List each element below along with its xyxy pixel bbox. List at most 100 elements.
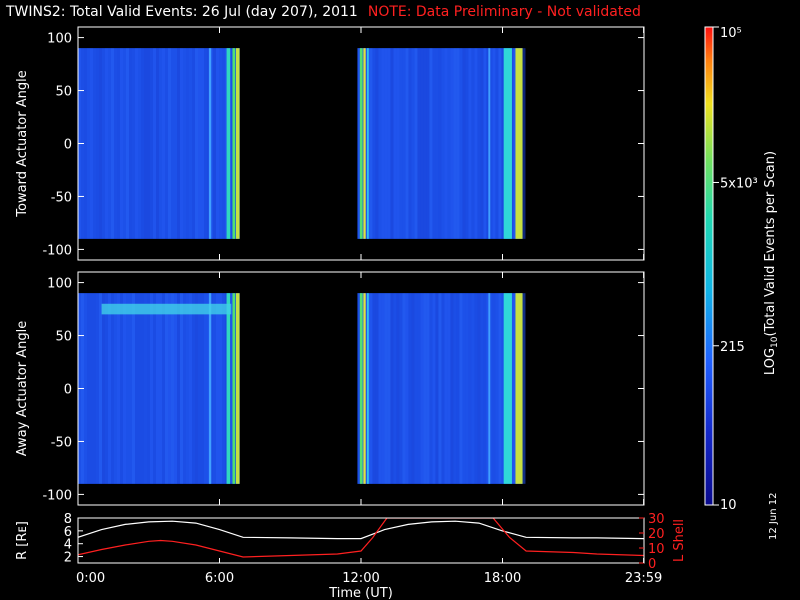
- heatmap-stripe: [84, 48, 87, 239]
- heatmap-band-1-1-5: [488, 293, 491, 484]
- heatmap-stripe: [405, 48, 409, 239]
- heatmap-stripe: [477, 48, 481, 239]
- heatmap-stripe: [483, 293, 487, 484]
- heatmap-band-0-1-4: [515, 48, 523, 239]
- heatmap-stripe: [87, 293, 90, 484]
- heatmap-stripe: [171, 293, 174, 484]
- heatmap-band-0-1-0: [359, 48, 363, 239]
- heatmap-stripe: [147, 293, 150, 484]
- y-tick-label-left: 2: [64, 551, 72, 566]
- heatmap-stripe: [198, 48, 201, 239]
- heatmap-stripe: [420, 48, 424, 239]
- y-tick-label: 50: [55, 330, 72, 345]
- heatmap-stripe: [438, 293, 442, 484]
- heatmap-stripe: [162, 293, 165, 484]
- heatmap-stripe: [174, 293, 177, 484]
- heatmap-stripe: [396, 293, 400, 484]
- heatmap-stripe: [141, 48, 144, 239]
- heatmap-stripe: [210, 48, 213, 239]
- heatmap-band-0-0-0: [226, 48, 231, 239]
- heatmap-band-0-1-3: [503, 48, 512, 239]
- y-tick-label-left: 8: [64, 512, 72, 527]
- heatmap-stripe: [411, 293, 415, 484]
- heatmap-stripe: [441, 48, 445, 239]
- heatmap-stripe: [138, 293, 141, 484]
- heatmap-band-1-0-0: [226, 293, 231, 484]
- heatmap-stripe: [216, 293, 219, 484]
- heatmap-streak: [101, 303, 232, 315]
- heatmap-stripe: [384, 48, 388, 239]
- heatmap-stripe: [372, 293, 376, 484]
- colorbar-tick-label: 10: [720, 498, 737, 513]
- heatmap-stripe: [426, 293, 430, 484]
- heatmap-band-0-0-2: [236, 48, 240, 239]
- heatmap-stripe: [186, 48, 189, 239]
- heatmap-stripe: [150, 48, 153, 239]
- heatmap-stripe: [216, 48, 219, 239]
- heatmap-stripe: [399, 48, 403, 239]
- lshell-series-line: [78, 518, 644, 558]
- heatmap-stripe: [93, 48, 96, 239]
- heatmap-stripe: [204, 48, 207, 239]
- heatmap-stripe: [99, 48, 102, 239]
- heatmap-stripe: [156, 48, 159, 239]
- heatmap-stripe: [105, 293, 108, 484]
- heatmap-stripe: [474, 293, 478, 484]
- heatmap-stripe: [138, 48, 141, 239]
- heatmap-stripe: [522, 48, 526, 239]
- heatmap-stripe: [111, 293, 114, 484]
- heatmap-stripe: [96, 48, 99, 239]
- chart-title: TWINS2: Total Valid Events: 26 Jul (day …: [6, 4, 641, 20]
- heatmap-stripe: [390, 48, 394, 239]
- heatmap-stripe: [459, 48, 463, 239]
- heatmap-stripe: [153, 48, 156, 239]
- heatmap-stripe: [432, 293, 436, 484]
- x-axis-label: Time (UT): [328, 586, 393, 600]
- heatmap-stripe: [441, 293, 445, 484]
- heatmap-stripe: [102, 48, 105, 239]
- heatmap-stripe: [135, 293, 138, 484]
- heatmap-stripe: [450, 48, 454, 239]
- heatmap-stripe: [396, 48, 400, 239]
- heatmap-stripe: [210, 293, 213, 484]
- heatmap-stripe: [201, 48, 204, 239]
- heatmap-stripe: [375, 293, 379, 484]
- heatmap-stripe: [447, 293, 451, 484]
- heatmap-stripe: [225, 293, 228, 484]
- heatmap-stripe: [444, 48, 448, 239]
- heatmap-band-0-0-1: [232, 48, 236, 239]
- heatmap-stripe: [150, 293, 153, 484]
- heatmap-stripe: [468, 48, 472, 239]
- heatmap-stripe: [192, 48, 195, 239]
- y-tick-label: -50: [51, 435, 72, 450]
- heatmap-stripe: [435, 48, 439, 239]
- heatmap-stripe: [381, 48, 385, 239]
- heatmap-stripe: [480, 293, 484, 484]
- heatmap-stripe: [207, 293, 210, 484]
- heatmap-stripe: [84, 293, 87, 484]
- heatmap-stripe: [375, 48, 379, 239]
- heatmap-stripe: [168, 48, 171, 239]
- heatmap-stripe: [87, 48, 90, 239]
- heatmap-stripe: [174, 48, 177, 239]
- heatmap-stripe: [414, 293, 418, 484]
- heatmap-stripe: [453, 48, 457, 239]
- y-axis-label-right: L Shell: [672, 519, 687, 562]
- heatmap-stripe: [123, 48, 126, 239]
- r-series-line: [78, 520, 644, 540]
- colorbar-frame: [704, 26, 714, 506]
- heatmap-stripe: [102, 293, 105, 484]
- heatmap-stripe: [144, 48, 147, 239]
- heatmap-stripe: [129, 293, 132, 484]
- heatmap-stripe: [423, 48, 427, 239]
- y-tick-label: -100: [42, 488, 72, 503]
- heatmap-stripe: [93, 293, 96, 484]
- colorbar-gradient: [705, 27, 713, 505]
- heatmap-stripe: [183, 293, 186, 484]
- heatmap-stripe: [426, 48, 430, 239]
- y-axis-label-0: Toward Actuator Angle: [15, 70, 30, 217]
- heatmap-stripe: [513, 293, 517, 484]
- heatmap-stripe: [369, 293, 373, 484]
- y-tick-label: -50: [51, 190, 72, 205]
